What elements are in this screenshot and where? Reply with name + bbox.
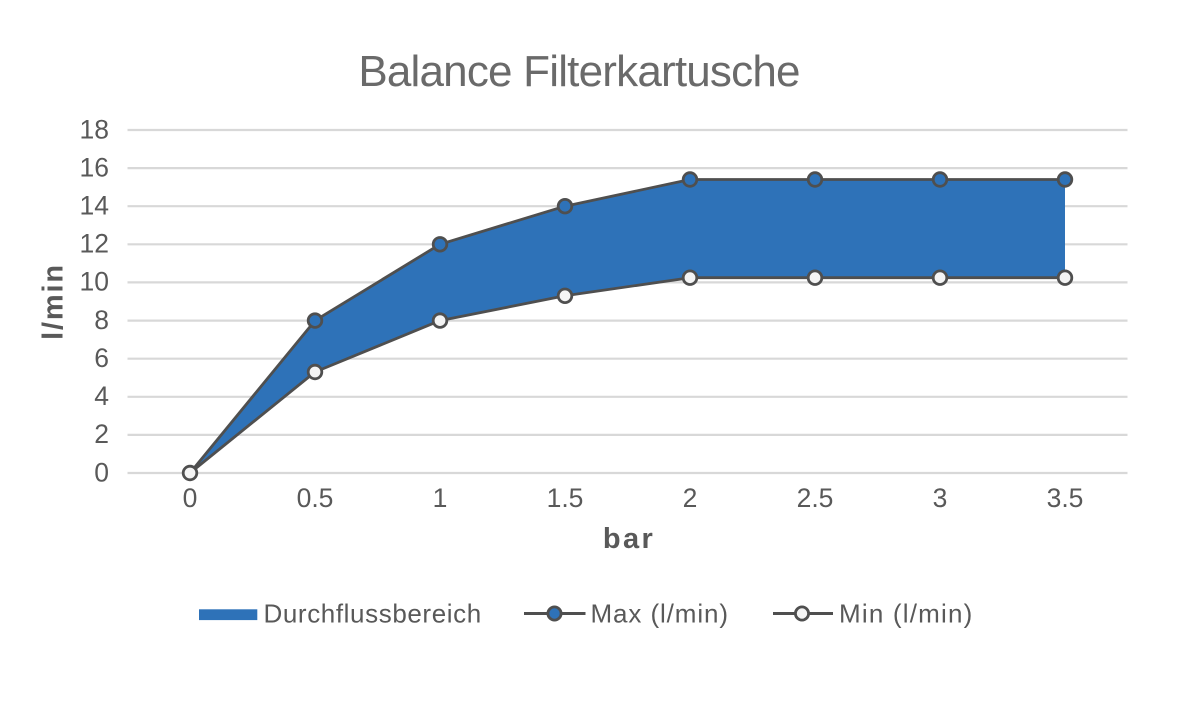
svg-text:0.5: 0.5 (297, 483, 334, 513)
svg-text:l/min: l/min (38, 263, 70, 340)
svg-text:12: 12 (80, 229, 109, 259)
svg-text:10: 10 (80, 267, 109, 297)
svg-text:bar: bar (603, 523, 655, 555)
svg-text:Balance Filterkartusche: Balance Filterkartusche (358, 47, 799, 96)
svg-text:14: 14 (80, 191, 109, 221)
svg-text:16: 16 (80, 152, 109, 182)
svg-text:2.5: 2.5 (797, 483, 834, 513)
svg-text:1: 1 (433, 483, 448, 513)
svg-text:2: 2 (94, 419, 109, 449)
svg-text:4: 4 (94, 381, 109, 411)
svg-text:2: 2 (683, 483, 698, 513)
svg-text:6: 6 (94, 343, 109, 373)
svg-text:8: 8 (94, 305, 109, 335)
svg-text:Min (l/min): Min (l/min) (839, 599, 974, 629)
svg-text:3.5: 3.5 (1047, 483, 1084, 513)
svg-text:Max (l/min): Max (l/min) (591, 599, 729, 629)
svg-text:18: 18 (80, 114, 109, 144)
svg-text:0: 0 (94, 457, 109, 487)
svg-text:0: 0 (183, 483, 198, 513)
svg-text:1.5: 1.5 (547, 483, 584, 513)
svg-text:Durchflussbereich: Durchflussbereich (264, 599, 482, 629)
svg-text:3: 3 (933, 483, 948, 513)
